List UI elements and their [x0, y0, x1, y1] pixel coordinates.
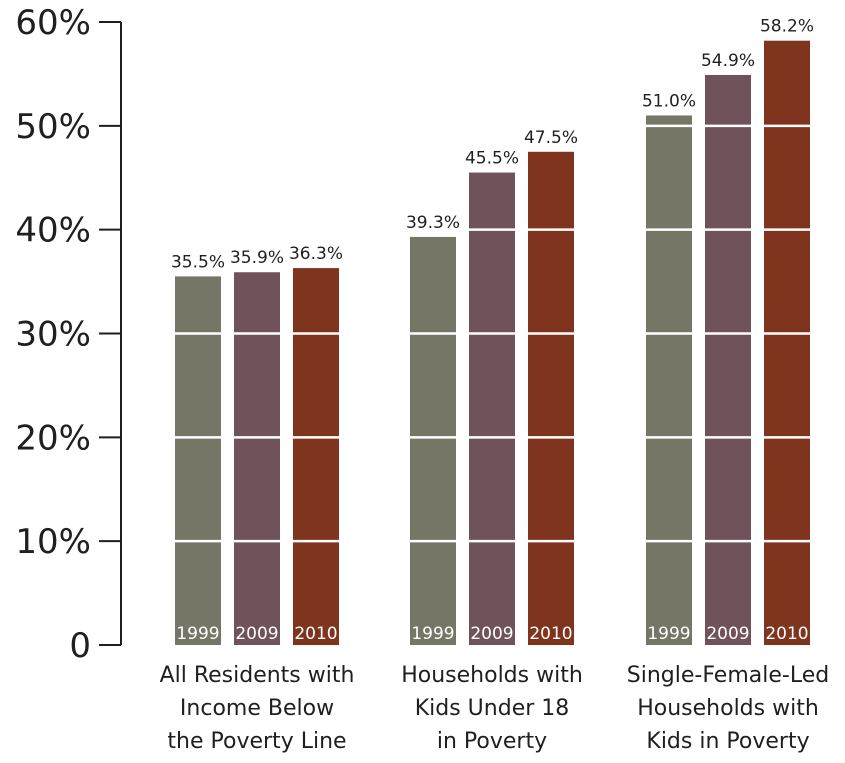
bar-value-label: 45.5% [465, 149, 519, 169]
category-label: Income Below [180, 696, 334, 721]
category-label: Households with [401, 663, 583, 688]
y-tick-label: 10% [15, 522, 91, 562]
bar [234, 272, 280, 645]
bar [469, 172, 515, 645]
bar-year-label: 2010 [765, 624, 808, 644]
bar-year-label: 2010 [294, 624, 337, 644]
bar-year-label: 2009 [706, 624, 749, 644]
bar [705, 74, 751, 645]
bar-year-label: 2009 [235, 624, 278, 644]
category-label: in Poverty [437, 729, 547, 754]
category-label: Kids in Poverty [646, 729, 809, 754]
y-tick-label: 20% [15, 418, 91, 458]
category-label: Single-Female-Led [627, 663, 829, 688]
bar-value-label: 54.9% [701, 51, 755, 71]
bar-year-label: 1999 [411, 624, 454, 644]
bar [646, 115, 692, 645]
bar-value-label: 35.5% [171, 252, 225, 272]
bar-value-label: 36.3% [289, 244, 343, 264]
y-tick-label: 40% [15, 211, 91, 251]
bar-value-label: 39.3% [406, 213, 460, 233]
bars-area [175, 40, 810, 645]
bar-year-label: 2010 [529, 624, 572, 644]
bar-value-label: 58.2% [760, 17, 814, 37]
bar [764, 40, 810, 645]
y-tick-label: 60% [15, 3, 91, 43]
labels-area: 35.5% 1999 39.3% 1999 51.0% 1999 35.9% 2009 45.5… [160, 17, 830, 754]
bar-year-label: 2009 [470, 624, 513, 644]
bar [293, 268, 339, 645]
category-label: Households with [637, 696, 819, 721]
y-tick-label: 50% [15, 107, 91, 147]
bar-value-label: 51.0% [642, 91, 696, 111]
category-label: the Poverty Line [167, 729, 346, 754]
gridlines [175, 124, 810, 543]
bar [175, 276, 221, 645]
category-label: All Residents with [160, 663, 355, 688]
y-tick-label: 0 [69, 626, 91, 666]
bar [410, 236, 456, 645]
bar-value-label: 47.5% [524, 128, 578, 148]
bar-value-label: 35.9% [230, 248, 284, 268]
bar-year-label: 1999 [176, 624, 219, 644]
y-tick-label: 30% [15, 315, 91, 355]
bar [528, 151, 574, 645]
y-axis: 0 10% 20% 30% 40% 50% 60% [15, 3, 122, 666]
bar-year-label: 1999 [647, 624, 690, 644]
category-label: Kids Under 18 [415, 696, 570, 721]
